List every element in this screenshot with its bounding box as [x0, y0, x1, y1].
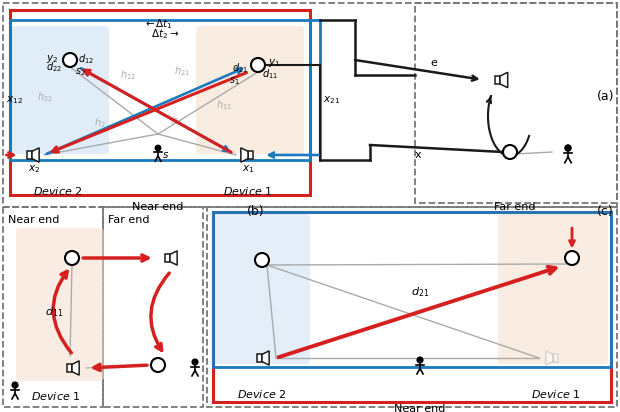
Polygon shape: [248, 151, 252, 159]
Bar: [3, 3, 617, 207]
Text: $Device\ 2$: $Device\ 2$: [237, 388, 287, 400]
Circle shape: [565, 251, 579, 265]
Polygon shape: [68, 364, 72, 372]
Text: $d_{11}$: $d_{11}$: [262, 67, 278, 81]
Text: $s_2$: $s_2$: [75, 66, 86, 78]
Polygon shape: [500, 72, 508, 88]
FancyBboxPatch shape: [11, 26, 109, 154]
Text: $x_{21}$: $x_{21}$: [323, 94, 340, 106]
Bar: [10, 10, 310, 195]
Text: $h_{12}$: $h_{12}$: [120, 68, 136, 82]
Text: $d_{21}$: $d_{21}$: [411, 285, 429, 299]
Circle shape: [417, 357, 423, 363]
Bar: [213, 212, 611, 367]
Text: $d_{12}$: $d_{12}$: [78, 52, 94, 66]
Polygon shape: [32, 148, 39, 162]
Bar: [3, 207, 103, 407]
Polygon shape: [27, 151, 32, 159]
Circle shape: [255, 253, 269, 267]
Text: Near end: Near end: [394, 404, 446, 412]
Text: $\Delta t_2 \rightarrow$: $\Delta t_2 \rightarrow$: [151, 27, 179, 41]
Circle shape: [503, 145, 517, 159]
Text: (b): (b): [247, 205, 265, 218]
Text: $Device\ 2$: $Device\ 2$: [33, 185, 83, 197]
Polygon shape: [72, 361, 79, 375]
Circle shape: [65, 251, 79, 265]
Circle shape: [192, 359, 198, 365]
Text: $h_{11}$: $h_{11}$: [216, 98, 232, 112]
Circle shape: [151, 358, 165, 372]
FancyBboxPatch shape: [498, 214, 608, 364]
Text: (a): (a): [596, 90, 614, 103]
Text: $x_{12}$: $x_{12}$: [6, 94, 23, 106]
Text: $\leftarrow \Delta t_1$: $\leftarrow \Delta t_1$: [143, 17, 173, 31]
FancyBboxPatch shape: [196, 26, 304, 154]
Text: $y_2$: $y_2$: [46, 53, 58, 65]
Text: x: x: [415, 150, 422, 160]
Polygon shape: [546, 351, 553, 365]
Text: $x_2$: $x_2$: [28, 163, 40, 175]
Bar: [10, 20, 310, 160]
Circle shape: [251, 58, 265, 72]
Polygon shape: [495, 76, 500, 84]
Circle shape: [155, 145, 161, 151]
Text: $d_{22}$: $d_{22}$: [46, 60, 62, 74]
Circle shape: [63, 53, 77, 67]
Text: e: e: [430, 58, 437, 68]
Polygon shape: [170, 251, 177, 265]
Polygon shape: [553, 354, 557, 362]
Text: $Device\ 1$: $Device\ 1$: [223, 185, 273, 197]
FancyBboxPatch shape: [16, 228, 104, 381]
Polygon shape: [166, 254, 170, 262]
Polygon shape: [262, 351, 269, 365]
Text: Far end: Far end: [108, 215, 149, 225]
Text: $d_{11}$: $d_{11}$: [45, 305, 63, 319]
Text: Near end: Near end: [8, 215, 60, 225]
Text: $h_2$: $h_2$: [94, 116, 106, 130]
Text: $h_1$: $h_1$: [171, 114, 183, 128]
Bar: [415, 3, 617, 203]
Polygon shape: [241, 148, 248, 162]
Polygon shape: [257, 354, 262, 362]
Text: $s$: $s$: [162, 150, 170, 160]
Bar: [207, 207, 617, 407]
Text: (c): (c): [597, 205, 614, 218]
Circle shape: [12, 382, 18, 388]
FancyBboxPatch shape: [212, 214, 310, 364]
Text: Near end: Near end: [132, 202, 184, 212]
Bar: [213, 212, 611, 402]
Text: $h_{21}$: $h_{21}$: [174, 64, 190, 78]
Bar: [103, 207, 203, 407]
Text: $s_1$: $s_1$: [229, 75, 240, 87]
Text: $y_1$: $y_1$: [268, 57, 280, 69]
Circle shape: [565, 145, 571, 151]
Text: $Device\ 1$: $Device\ 1$: [531, 388, 581, 400]
Text: $d_{21}$: $d_{21}$: [232, 61, 248, 75]
Text: $Device\ 1$: $Device\ 1$: [31, 390, 81, 402]
Text: $h_{22}$: $h_{22}$: [37, 90, 53, 104]
Text: Far end: Far end: [494, 202, 536, 212]
Text: $x_1$: $x_1$: [242, 163, 254, 175]
